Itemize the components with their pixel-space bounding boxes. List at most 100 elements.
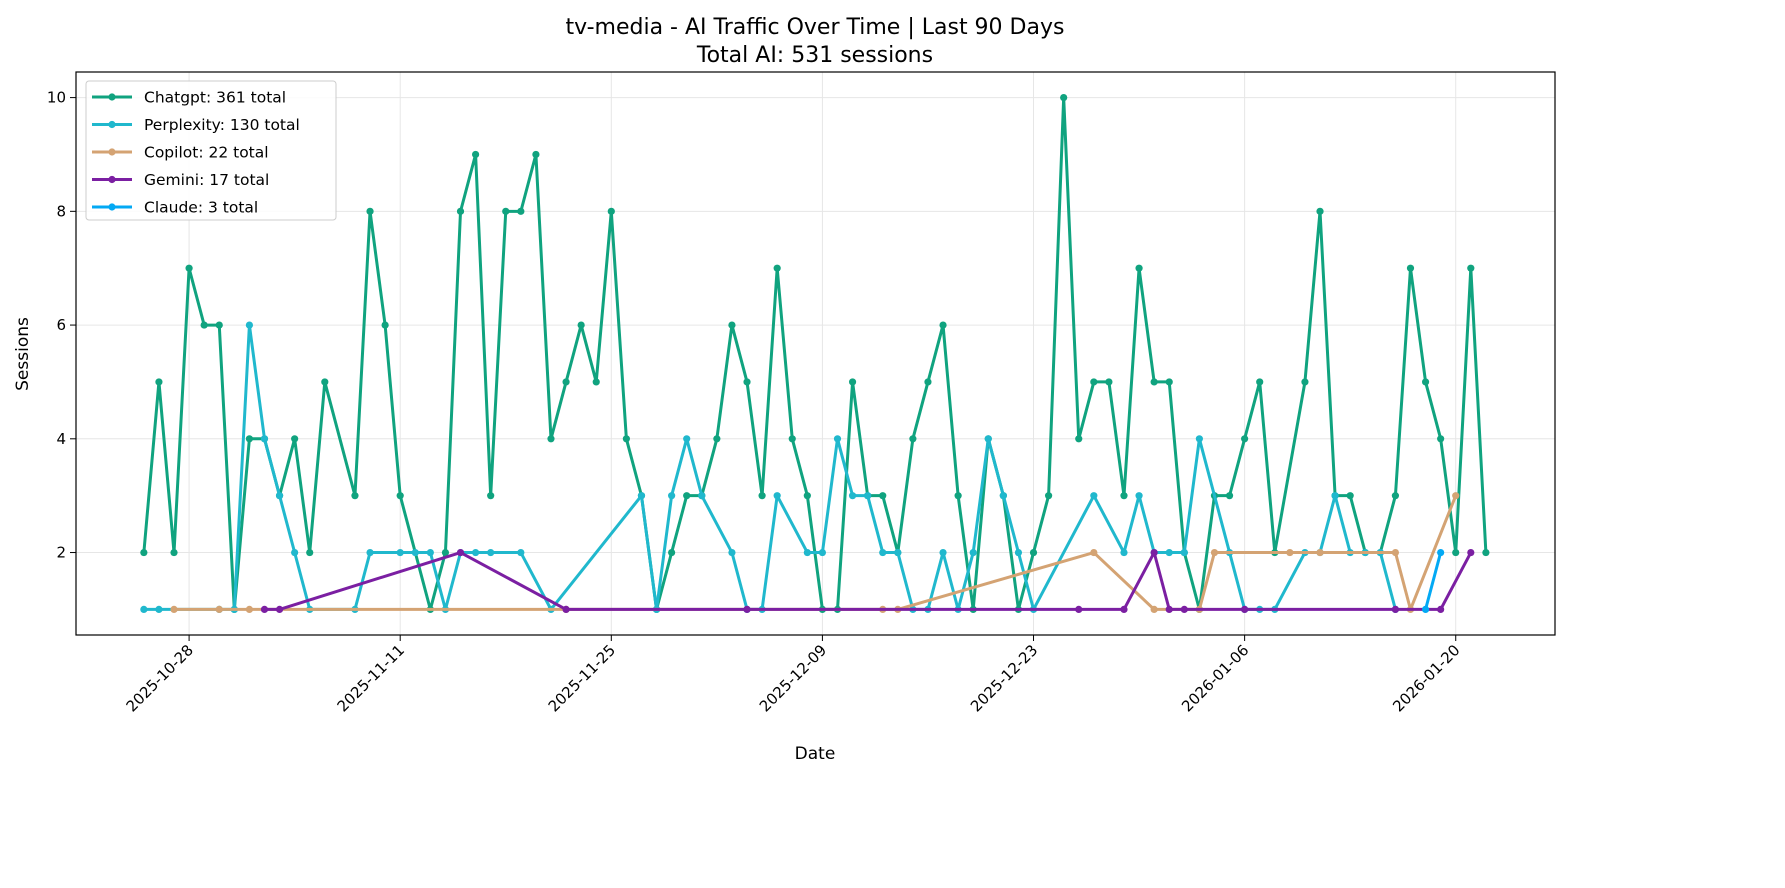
data-point-chatgpt [215,321,223,329]
data-point-chatgpt [1346,492,1354,500]
series-copilot [170,492,1460,614]
data-point-perplexity [260,435,269,443]
data-point-perplexity [471,548,480,557]
data-point-gemini [1075,605,1083,614]
data-point-copilot [245,605,254,614]
data-point-chatgpt [803,492,811,500]
data-point-chatgpt [879,492,887,500]
data-point-chatgpt [592,378,600,386]
data-point-copilot [1286,548,1294,557]
data-point-perplexity [517,548,525,557]
data-point-perplexity [366,548,374,557]
data-point-perplexity [848,492,857,500]
data-point-perplexity [999,492,1007,500]
data-point-perplexity [245,321,254,329]
data-point-perplexity [1331,492,1339,500]
data-point-copilot [1391,548,1400,557]
data-point-chatgpt [140,548,148,557]
data-point-perplexity [879,548,887,557]
y-tick-label: 10 [47,89,66,107]
data-point-chatgpt [1225,492,1234,500]
data-point-chatgpt [1452,548,1460,557]
data-point-chatgpt [170,548,178,557]
data-point-chatgpt [532,150,540,159]
data-point-gemini [1180,605,1188,614]
series-claude [1421,548,1445,614]
data-point-perplexity [894,548,902,557]
data-point-chatgpt [1029,548,1038,557]
data-point-perplexity [939,548,947,557]
data-point-chatgpt [577,321,585,329]
data-point-perplexity [426,548,434,557]
data-point-copilot [170,605,178,614]
data-point-perplexity [668,492,676,500]
data-point-gemini [1241,605,1249,614]
chart-subtitle: Total AI: 531 sessions [696,43,933,68]
data-point-chatgpt [924,378,932,386]
data-point-chatgpt [155,378,163,386]
data-point-chatgpt [1135,264,1143,272]
data-point-chatgpt [1090,378,1098,386]
data-point-gemini [1150,548,1158,557]
data-point-chatgpt [1150,378,1158,386]
data-point-perplexity [818,548,827,557]
data-point-perplexity [984,435,992,443]
data-point-chatgpt [758,492,766,500]
data-point-chatgpt [1120,492,1128,500]
data-point-claude [1421,605,1430,614]
data-point-chatgpt [471,150,480,159]
data-point-chatgpt [547,435,555,443]
data-point-chatgpt [291,435,299,443]
data-point-chatgpt [1316,207,1324,215]
series-layer [140,93,1490,614]
data-point-perplexity [728,548,736,557]
legend-label-gemini: Gemini: 17 total [144,171,269,189]
data-point-perplexity [1180,548,1188,557]
series-gemini [260,548,1475,614]
data-point-perplexity [833,435,842,443]
legend-marker-chatgpt [108,93,116,101]
data-point-perplexity [969,548,977,557]
data-point-chatgpt [954,492,962,500]
data-point-copilot [1210,548,1219,557]
legend-marker-claude [108,203,116,211]
data-point-gemini [562,605,570,614]
data-point-perplexity [1195,435,1203,443]
data-point-perplexity [1014,548,1023,557]
data-point-gemini [456,548,465,557]
chart-title: tv-media - AI Traffic Over Time | Last 9… [566,15,1065,40]
data-point-gemini [1467,548,1475,557]
legend-box [85,80,337,221]
data-point-chatgpt [1105,378,1113,386]
data-point-gemini [1120,605,1128,614]
data-point-perplexity [1165,548,1173,557]
data-point-chatgpt [713,435,721,443]
data-point-copilot [1090,548,1098,557]
data-point-perplexity [411,548,419,557]
data-point-chatgpt [1044,492,1053,500]
data-point-chatgpt [517,207,525,215]
series-line-claude [1424,552,1443,610]
data-point-copilot [1316,548,1324,557]
x-axis-label: Date [795,744,836,764]
data-point-claude [1437,548,1445,557]
data-point-chatgpt [200,321,208,329]
data-point-copilot [215,605,223,614]
legend-label-perplexity: Perplexity: 130 total [144,116,300,134]
data-point-perplexity [1090,492,1098,500]
data-point-chatgpt [728,321,736,329]
data-point-copilot [1452,492,1460,500]
legend-label-chatgpt: Chatgpt: 361 total [144,89,286,107]
y-tick-label: 6 [56,316,66,334]
data-point-chatgpt [1467,264,1475,272]
data-point-perplexity [637,492,646,500]
data-point-chatgpt [562,378,570,386]
data-point-chatgpt [607,207,615,215]
data-point-perplexity [140,605,148,614]
y-tick-label: 4 [56,430,66,448]
data-point-chatgpt [366,207,374,215]
data-point-perplexity [396,548,404,557]
data-point-chatgpt [1301,378,1309,386]
data-point-perplexity [1120,548,1128,557]
